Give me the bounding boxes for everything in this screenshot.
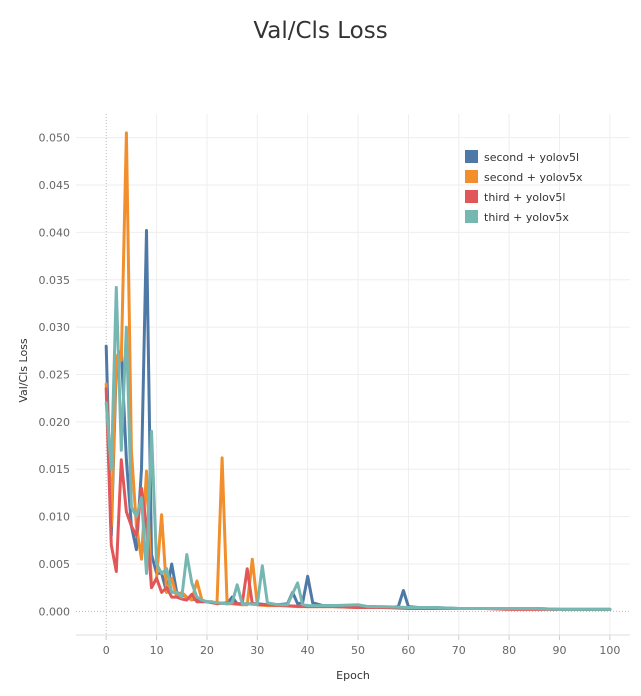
legend-label-0: second + yolov5l [484,151,579,164]
y-tick-label: 0.015 [39,463,71,476]
y-tick-label: 0.040 [39,226,71,239]
series-line-3 [104,285,612,611]
y-tick-label: 0.005 [39,558,71,571]
legend-label-2: third + yolov5l [484,191,565,204]
x-tick-label: 30 [250,644,264,657]
legend-swatch-3 [465,210,478,223]
y-tick-label: 0.025 [39,369,71,382]
y-tick-label: 0.010 [39,511,71,524]
y-tick-label: 0.035 [39,274,71,287]
grid-layer [76,114,630,635]
legend-label-1: second + yolov5x [484,171,583,184]
x-tick-label: 70 [452,644,466,657]
x-tick-label: 60 [401,644,415,657]
y-tick-label: 0.030 [39,321,71,334]
legend-swatch-2 [465,190,478,203]
x-tick-label: 20 [200,644,214,657]
legend-swatch-1 [465,170,478,183]
x-tick-label: 40 [301,644,315,657]
y-axis-title: Val/Cls Loss [17,338,30,403]
series-layer [104,131,612,611]
legend: second + yolov5l second + yolov5x third + … [465,150,583,224]
x-tick-label: 80 [502,644,516,657]
x-tick-label: 10 [150,644,164,657]
legend-swatch-0 [465,150,478,163]
chart-title: Val/Cls Loss [253,18,388,44]
y-tick-label: 0.020 [39,416,71,429]
x-tick-label: 0 [103,644,110,657]
x-axis-title: Epoch [336,669,370,682]
x-tick-label: 100 [599,644,620,657]
legend-label-3: third + yolov5x [484,211,569,224]
x-tick-label: 50 [351,644,365,657]
y-tick-label: 0.050 [39,132,71,145]
axis-layer: 0.000 0.005 0.010 0.015 0.020 0.025 0.030 0.035… [17,132,630,682]
y-tick-label: 0.000 [39,605,71,618]
x-tick-label: 90 [552,644,566,657]
y-tick-label: 0.045 [39,179,71,192]
